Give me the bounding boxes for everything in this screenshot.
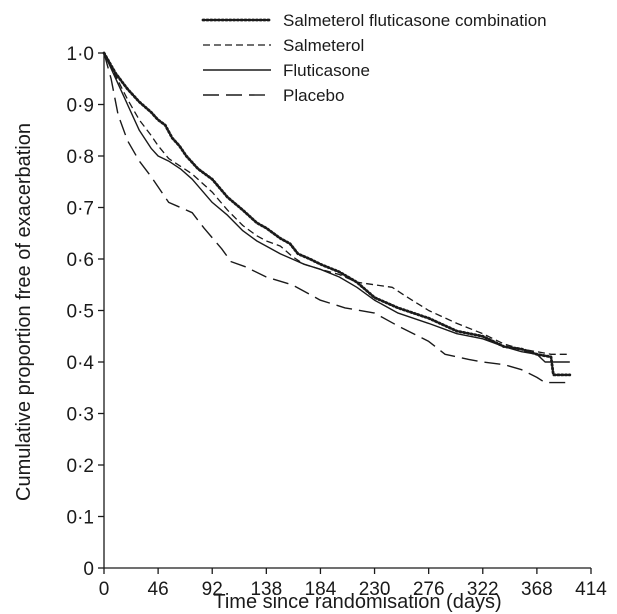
y-tick-label: 0·9: [67, 96, 94, 117]
x-tick-label: 322: [467, 579, 499, 600]
series-line-solid: [103, 52, 570, 363]
y-tick-label: 0·7: [67, 199, 94, 220]
y-tick-label: 0·1: [67, 508, 94, 529]
x-axis-title: Time since randomisation (days): [213, 591, 501, 613]
y-tick-label: 0: [83, 559, 94, 580]
legend-label: Salmeterol fluticasone combination: [283, 11, 547, 30]
series-line-dotted: [102, 51, 572, 377]
x-tick-label: 46: [148, 579, 169, 600]
series-lines: [102, 51, 572, 384]
x-tick-label: 184: [305, 579, 337, 600]
x-tick-label: 276: [413, 579, 445, 600]
y-tick-label: 0·6: [67, 250, 94, 271]
x-tick-label: 0: [99, 579, 110, 600]
legend-label: Fluticasone: [283, 61, 370, 80]
x-tick-label: 414: [575, 579, 607, 600]
y-tick-label: 0·5: [67, 302, 94, 323]
x-ticks: 0 46 92 138 184 230 276 322 368 414: [99, 568, 607, 600]
series-line-longdash: [103, 52, 570, 384]
y-ticks: 0 0·1 0·2 0·3 0·4 0·5 0·6 0·7 0·8 0·9 1·0: [67, 44, 104, 580]
y-axis-title: Cumulative proportion free of exacerbati…: [13, 123, 35, 501]
axes: [103, 53, 591, 569]
x-tick-label: 138: [250, 579, 282, 600]
legend: Salmeterol fluticasone combination Salmet…: [201, 11, 547, 105]
y-tick-label: 0·4: [67, 353, 95, 374]
x-tick-label: 230: [359, 579, 391, 600]
legend-label: Salmeterol: [283, 36, 364, 55]
y-tick-label: 0·8: [67, 147, 94, 168]
y-tick-label: 0·2: [67, 456, 94, 477]
y-tick-label: 1·0: [67, 44, 94, 65]
x-tick-label: 92: [202, 579, 223, 600]
x-tick-label: 368: [521, 579, 553, 600]
y-tick-label: 0·3: [67, 405, 94, 426]
legend-label: Placebo: [283, 86, 344, 105]
